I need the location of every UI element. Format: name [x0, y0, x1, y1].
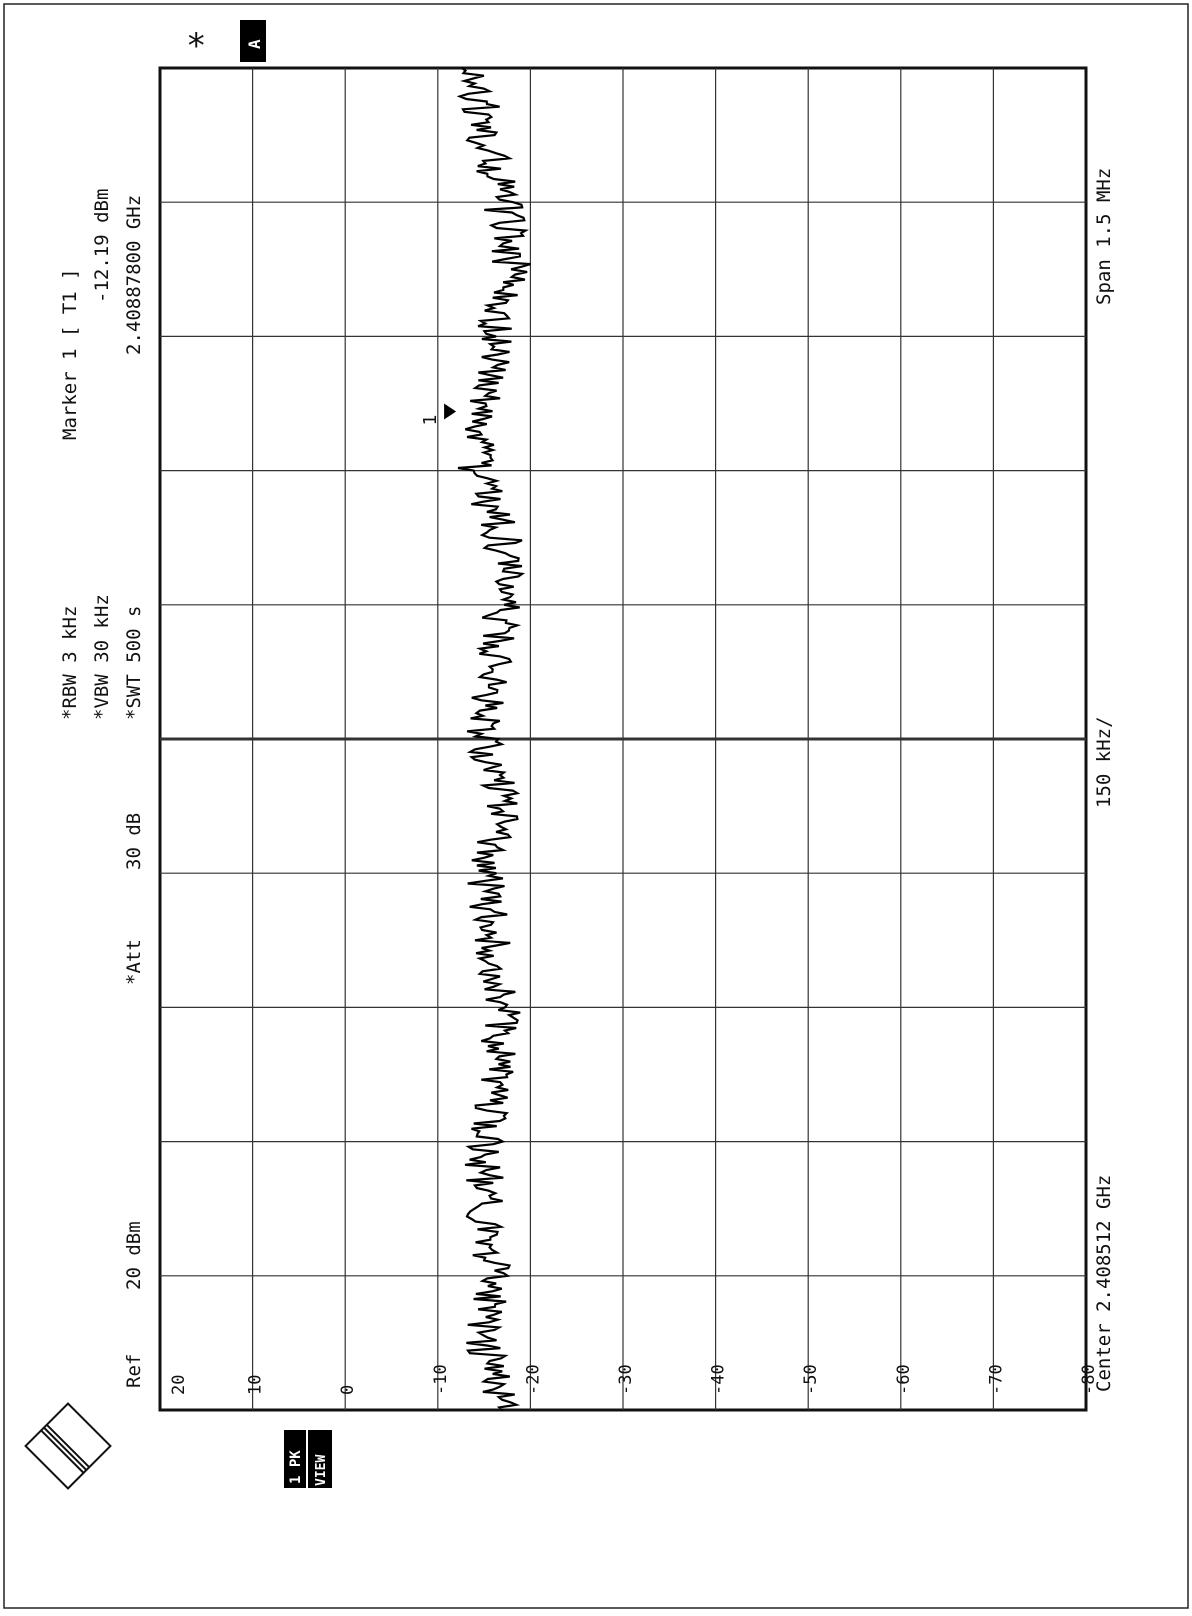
marker-frequency: 2.40887800 GHz: [123, 195, 145, 355]
center-frequency: Center 2.408512 GHz: [1093, 1175, 1115, 1392]
svg-text:A: A: [245, 39, 264, 49]
rs-logo-icon: [24, 1402, 112, 1490]
asterisk-indicator: *: [186, 26, 206, 66]
trace: [456, 67, 531, 1411]
y-tick-label: -60: [894, 1364, 914, 1395]
y-tick-label: 0: [338, 1385, 358, 1395]
vbw-setting: *VBW 30 kHz: [91, 594, 113, 720]
y-tick-label: -70: [986, 1364, 1006, 1395]
svg-text:1 PK: 1 PK: [288, 1450, 304, 1484]
division-width: 150 kHz/: [1093, 716, 1115, 808]
span-value: Span 1.5 MHz: [1093, 168, 1115, 305]
rbw-setting: *RBW 3 kHz: [59, 606, 81, 720]
y-tick-label: -20: [523, 1364, 543, 1395]
ref-value: 20 dBm: [123, 1221, 145, 1290]
att-label: *Att: [123, 939, 145, 985]
svg-text:VIEW: VIEW: [314, 1455, 329, 1486]
att-value: 30 dB: [123, 813, 145, 870]
y-tick-label: -30: [616, 1364, 636, 1395]
marker-level: -12.19 dBm: [91, 189, 113, 303]
marker-title: Marker 1 [ T1 ]: [59, 268, 81, 440]
footer-block: Center 2.408512 GHz 150 kHz/ Span 1.5 MH…: [1093, 168, 1115, 1392]
y-tick-labels: 20 10 0 -10 -20 -30 -40 -50 -60 -70 -80: [169, 1364, 1099, 1395]
page-border: [3, 3, 1189, 1609]
marker-1: 1: [420, 403, 457, 426]
trace-a-badge: A: [240, 20, 266, 62]
trace-line: [456, 67, 531, 1411]
y-tick-label: -50: [801, 1364, 821, 1395]
y-tick-label: -80: [1079, 1364, 1099, 1395]
trace-mode-badge: 1 PK VIEW: [284, 1430, 332, 1488]
ref-label: Ref: [123, 1354, 145, 1388]
y-tick-label: -40: [709, 1364, 729, 1395]
grid: [160, 68, 1086, 1410]
marker-triangle: [444, 403, 457, 420]
y-tick-label: 20: [169, 1375, 189, 1395]
y-tick-label: -10: [431, 1364, 451, 1395]
y-tick-label: 10: [246, 1375, 266, 1395]
header-block: Ref 20 dBm *Att 30 dB *RBW 3 kHz *VBW 30…: [59, 189, 145, 1388]
marker-label: 1: [420, 415, 441, 426]
swt-setting: *SWT 500 s: [123, 606, 145, 720]
